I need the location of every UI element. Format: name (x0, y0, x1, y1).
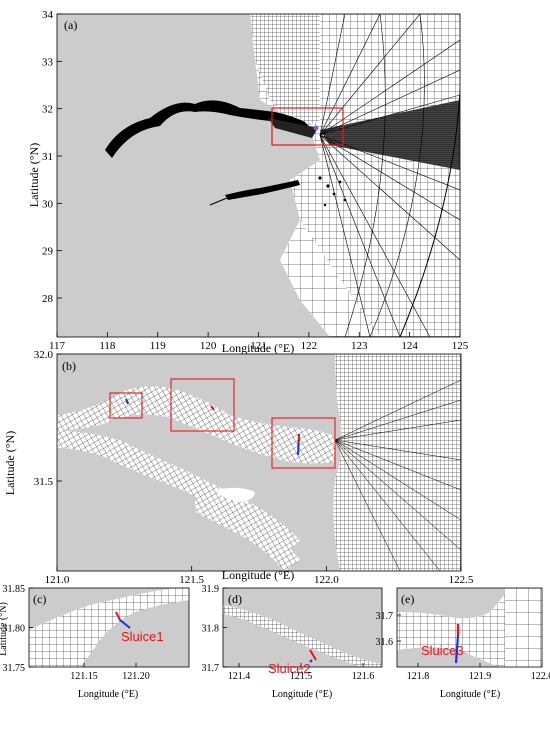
panel-a-yticks: 34 33 32 31 30 29 28 (42, 9, 62, 305)
panel-c-sluice-line (119, 619, 131, 629)
panel-b-sluice2-mark (210, 405, 215, 411)
tick-label: 120 (200, 340, 217, 352)
panel-a-xlabel: Longitude (°E) (222, 341, 294, 355)
panel-d-sluice-mark (309, 649, 317, 661)
panel-b-ylabel: Latitude (°N) (3, 431, 17, 495)
tick-label: 121.4 (228, 671, 251, 682)
panel-c-river-mesh (29, 588, 189, 667)
panel-a-river (105, 100, 312, 158)
panel-b-box-c (109, 392, 143, 419)
panel-e-xticks: 121.8 121.9 122.0 (407, 663, 550, 682)
panel-b-sluice1-mark (125, 398, 129, 405)
panel-a-north-mesh (250, 14, 320, 130)
tick-label: 124 (401, 340, 418, 352)
panel-a-study-box (271, 107, 344, 146)
tick-label: 122.5 (449, 574, 474, 586)
panel-b-tag: (b) (62, 359, 76, 373)
panel-a-qiantang (225, 180, 300, 200)
tick-label: 31.7 (202, 663, 220, 674)
panel-c-yticks: 31.85 31.80 31.75 (3, 584, 33, 674)
panel-b-yticks: 32.0 31.5 (34, 349, 62, 488)
panel-b-box-d (170, 378, 235, 432)
tick-label: 125 (452, 340, 469, 352)
tick-label: 31.75 (3, 663, 26, 674)
tick-label: 31.80 (3, 624, 26, 635)
panel-d-sluice-label: Sluice2 (268, 661, 311, 676)
tick-label: 32.0 (34, 349, 54, 361)
panel-d-xlabel: Longitude (°E) (272, 689, 332, 700)
panel-e-tag: (e) (401, 592, 414, 606)
panel-c-sluice-mark (115, 611, 121, 621)
panel-d-river-mesh (223, 605, 382, 667)
panel-b-box-e (271, 417, 336, 469)
panel-a-ylabel: Latitude (°N) (27, 143, 41, 207)
panel-d: (d) Sluice2 121.4 121.5 121.6 31.9 31.8 31.7… (202, 584, 383, 700)
tick-label: 34 (42, 9, 54, 21)
panel-e-yticks: 31.7 31.6 (376, 611, 401, 648)
tick-label: 122.0 (314, 574, 339, 586)
tick-label: 121.9 (469, 671, 492, 682)
tick-label: 33 (42, 56, 54, 68)
panel-e-frame (396, 587, 543, 668)
tick-label: 121.15 (70, 671, 98, 682)
panel-e: (e) Sluice3 121.8 121.9 122.0 31.7 31.6 Lon… (376, 587, 550, 700)
tick-label: 123 (351, 340, 368, 352)
panel-d-yticks: 31.9 31.8 31.7 (202, 584, 227, 674)
panel-c-xlabel: Longitude (°E) (78, 689, 138, 700)
tick-label: 121.5 (290, 671, 313, 682)
panel-b-frame (56, 353, 462, 572)
panel-b-river-mesh (57, 386, 335, 464)
panel-a-estuary (268, 118, 318, 138)
panel-a-east-dense-mesh (320, 100, 460, 170)
panel-a-tag: (a) (64, 18, 77, 32)
panel-b-xlabel: Longitude (°E) (222, 568, 294, 582)
tick-label: 121.8 (407, 671, 430, 682)
panel-a-islands (318, 176, 347, 207)
panel-b-island (215, 487, 255, 502)
panel-d-tag: (d) (228, 592, 242, 606)
panel-c: (c) Sluice1 121.15 121.20 31.85 31.80 31.75… (0, 584, 190, 700)
tick-label: 31.6 (376, 637, 394, 648)
panel-b-xticks: 121.0 121.5 122.0 122.5 (45, 566, 474, 586)
panel-e-xlabel: Longitude (°E) (440, 689, 500, 700)
tick-label: 121.5 (179, 574, 204, 586)
panel-c-xticks: 121.15 121.20 (70, 663, 150, 682)
panel-e-sluice-label: Sluice3 (421, 643, 464, 658)
tick-label: 28 (42, 293, 54, 305)
tick-label: 31.7 (376, 611, 394, 622)
tick-label: 30 (42, 198, 54, 210)
tick-label: 121.6 (352, 671, 375, 682)
panel-e-sluice-line (454, 634, 460, 664)
tick-label: 122 (301, 340, 318, 352)
tick-label: 121.20 (122, 671, 150, 682)
panel-b: (b) 121.0 121.5 122.0 122.5 32.0 31.5 Longit… (3, 349, 474, 586)
panel-b-south-channel (57, 430, 300, 550)
tick-label: 119 (150, 340, 167, 352)
panel-d-xticks: 121.4 121.5 121.6 (228, 663, 375, 682)
tick-label: 29 (42, 246, 54, 258)
panel-b-fan-lines (334, 379, 461, 571)
tick-label: 31.85 (3, 584, 26, 595)
tick-label: 118 (99, 340, 116, 352)
panel-c-sluice-label: Sluice1 (121, 629, 164, 644)
tick-label: 117 (49, 340, 66, 352)
tick-label: 31 (42, 151, 53, 163)
panel-c-tag: (c) (33, 592, 46, 606)
tick-label: 31.5 (34, 476, 54, 488)
tick-label: 31.8 (202, 624, 220, 635)
panel-e-ocean-mesh (505, 588, 542, 667)
panel-a: (a) 117 118 119 120 121 122 123 124 125 34 33 32 31… (27, 9, 469, 355)
tick-label: 31.9 (202, 584, 220, 595)
panel-b-ocean-mesh (333, 354, 461, 571)
tick-label: 122.0 (531, 671, 550, 682)
panel-c-ylabel: Latitude (°N) (0, 602, 9, 656)
panel-a-south-mesh (280, 220, 380, 337)
panel-a-study-marker (313, 125, 319, 131)
panel-d-land (223, 588, 382, 667)
tick-label: 121 (250, 340, 267, 352)
panel-a-xticks: 117 118 119 120 121 122 123 124 125 (49, 332, 469, 352)
tick-label: 32 (42, 104, 53, 116)
tick-label: 121.0 (45, 574, 70, 586)
